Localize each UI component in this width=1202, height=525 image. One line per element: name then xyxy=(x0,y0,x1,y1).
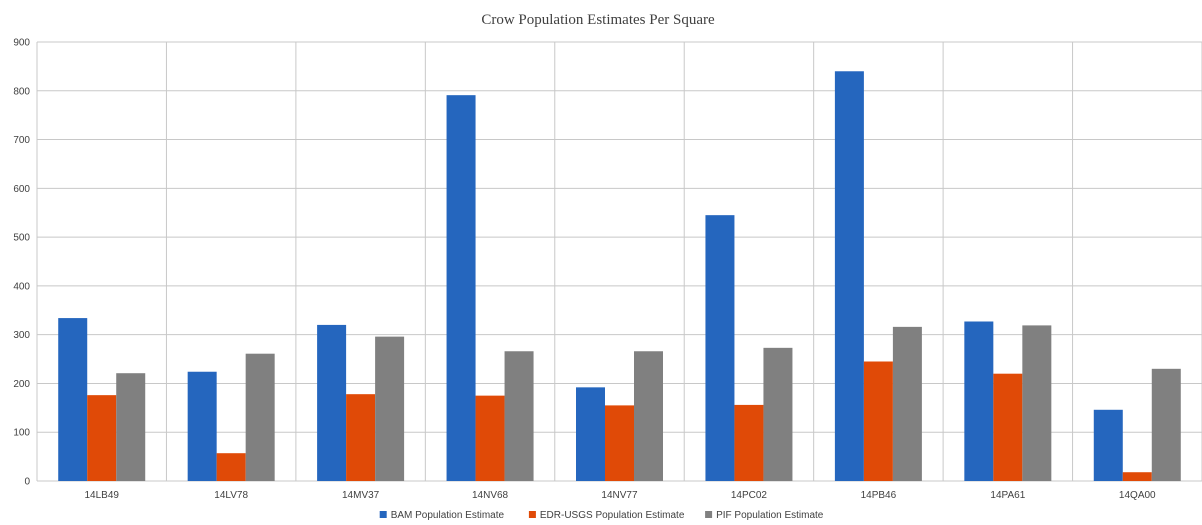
bar-14PA61-series-3 xyxy=(1022,325,1052,481)
y-tick-label: 0 xyxy=(24,477,30,488)
x-axis-ticks: 14LB49 14LV78 14MV37 14NV68 14NV77 14PC02 14PB… xyxy=(84,490,1156,501)
bar-14MV37-series-2 xyxy=(346,394,376,481)
legend: BAM Population Estimate EDR-USGS Populati… xyxy=(379,510,824,521)
bar-14QA00-series-1 xyxy=(1093,409,1123,481)
y-tick-label: 800 xyxy=(13,86,30,97)
x-tick-label: 14NV77 xyxy=(601,490,638,501)
bar-14QA00-series-2 xyxy=(1122,472,1152,481)
bar-14LV78-series-1 xyxy=(187,371,217,481)
x-tick-label: 14QA00 xyxy=(1119,490,1156,501)
bar-14PB46-series-1 xyxy=(834,71,864,482)
bar-14PC02-series-1 xyxy=(705,215,735,481)
bar-14LV78-series-3 xyxy=(245,353,275,481)
legend-swatch xyxy=(528,511,536,518)
bar-14NV68-series-3 xyxy=(504,351,534,481)
bar-14NV77-series-2 xyxy=(605,405,634,481)
bar-14PB46-series-3 xyxy=(892,326,922,481)
y-tick-label: 700 xyxy=(13,135,30,146)
gridlines xyxy=(36,41,1202,482)
bars xyxy=(58,71,1181,482)
legend-swatch xyxy=(379,511,387,518)
legend-label: EDR-USGS Population Estimate xyxy=(540,510,685,521)
x-tick-label: 14PC02 xyxy=(731,490,768,501)
bar-14PA61-series-2 xyxy=(993,373,1023,481)
y-tick-label: 400 xyxy=(13,281,30,292)
chart-title: Crow Population Estimates Per Square xyxy=(481,12,715,28)
bar-14NV68-series-1 xyxy=(446,95,476,481)
bar-14QA00-series-3 xyxy=(1151,368,1181,481)
legend-swatch xyxy=(705,511,713,518)
bar-14PA61-series-1 xyxy=(964,321,994,481)
x-tick-label: 14LV78 xyxy=(214,490,248,501)
y-tick-label: 900 xyxy=(13,38,30,49)
y-tick-label: 500 xyxy=(13,233,30,244)
bar-14MV37-series-3 xyxy=(375,336,405,481)
y-axis-ticks: 0 100 200 300 400 500 600 700 800 900 xyxy=(13,38,30,488)
bar-14PC02-series-3 xyxy=(763,347,793,481)
x-tick-label: 14LB49 xyxy=(84,490,119,501)
bar-14LB49-series-2 xyxy=(87,395,117,481)
y-tick-label: 600 xyxy=(13,184,30,195)
y-tick-label: 300 xyxy=(13,330,30,341)
bar-14LB49-series-1 xyxy=(58,318,88,481)
legend-label: BAM Population Estimate xyxy=(391,510,505,521)
x-tick-label: 14MV37 xyxy=(342,490,380,501)
bar-14NV77-series-3 xyxy=(634,351,663,481)
bar-14PB46-series-2 xyxy=(863,361,893,481)
y-tick-label: 200 xyxy=(13,379,30,390)
bar-14LB49-series-3 xyxy=(116,373,146,481)
x-tick-label: 14PB46 xyxy=(861,490,897,501)
bar-14LV78-series-2 xyxy=(216,453,246,481)
bar-14NV77-series-1 xyxy=(576,387,605,481)
y-tick-label: 100 xyxy=(13,428,30,439)
bar-14MV37-series-1 xyxy=(317,324,347,481)
bar-14NV68-series-2 xyxy=(475,395,505,481)
bar-14PC02-series-2 xyxy=(734,404,764,481)
x-tick-label: 14PA61 xyxy=(990,490,1025,501)
x-tick-label: 14NV68 xyxy=(472,490,509,501)
legend-label: PIF Population Estimate xyxy=(716,510,824,521)
